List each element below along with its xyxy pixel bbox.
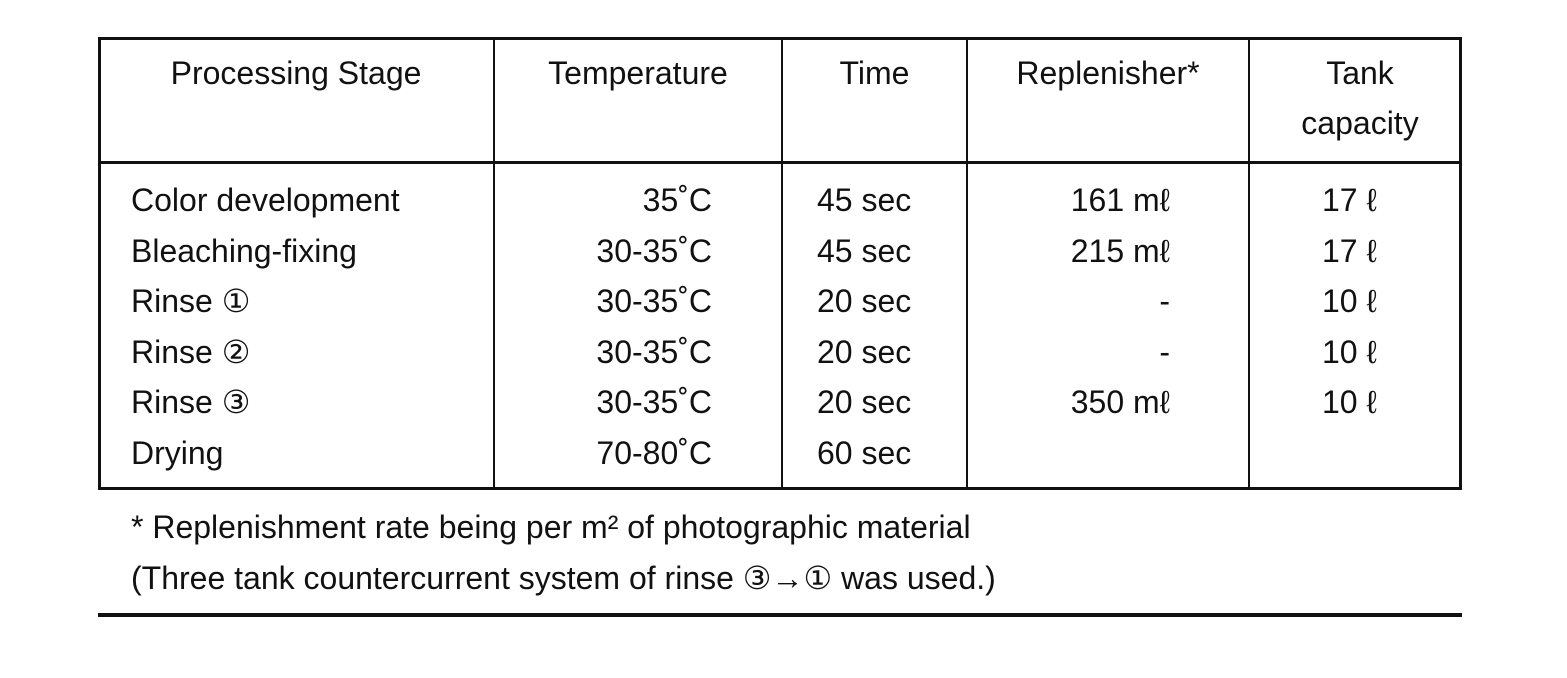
table-cell: 30-35˚C — [494, 327, 712, 377]
table-cell: 30-35˚C — [494, 276, 712, 326]
footnote: * Replenishment rate being per m² of pho… — [131, 502, 971, 552]
table-cell: 45 sec — [817, 226, 911, 276]
table-cell: 30-35˚C — [494, 377, 712, 427]
table-cell: 20 sec — [817, 377, 911, 427]
column-rule — [781, 37, 783, 490]
table-cell: 215 mℓ — [980, 226, 1170, 276]
table-cell: - — [980, 327, 1170, 377]
table-cell: Drying — [131, 428, 223, 478]
table-cell: 30-35˚C — [494, 226, 712, 276]
footnote: (Three tank countercurrent system of rin… — [131, 553, 996, 603]
table-cell: 10 ℓ — [1322, 327, 1377, 377]
table-cell: 350 mℓ — [980, 377, 1170, 427]
table-cell: - — [980, 276, 1170, 326]
table-cell: Color development — [131, 175, 400, 225]
table-cell: Rinse ② — [131, 327, 250, 377]
table-cell: 60 sec — [817, 428, 911, 478]
table-cell: 35˚C — [494, 175, 712, 225]
column-rule — [966, 37, 968, 490]
table-cell: Rinse ① — [131, 276, 250, 326]
table-cell: 10 ℓ — [1322, 276, 1377, 326]
table-cell: 20 sec — [817, 276, 911, 326]
column-header: Processing Stage — [98, 48, 494, 98]
table-cell: 20 sec — [817, 327, 911, 377]
bottom-rule — [98, 613, 1462, 617]
page: Processing StageTemperatureTimeReplenish… — [0, 0, 1567, 678]
column-header: Time — [782, 48, 967, 98]
column-header: Tank capacity — [1270, 48, 1450, 148]
table-cell: 10 ℓ — [1322, 377, 1377, 427]
table-cell: 45 sec — [817, 175, 911, 225]
table-cell: 17 ℓ — [1322, 226, 1377, 276]
table-cell: Rinse ③ — [131, 377, 250, 427]
column-header: Replenisher* — [967, 48, 1249, 98]
column-rule — [1248, 37, 1250, 490]
table-cell: Bleaching-fixing — [131, 226, 357, 276]
table-cell: 70-80˚C — [494, 428, 712, 478]
table-cell: 161 mℓ — [980, 175, 1170, 225]
table-cell: 17 ℓ — [1322, 175, 1377, 225]
column-header: Temperature — [494, 48, 782, 98]
header-rule — [98, 161, 1462, 164]
